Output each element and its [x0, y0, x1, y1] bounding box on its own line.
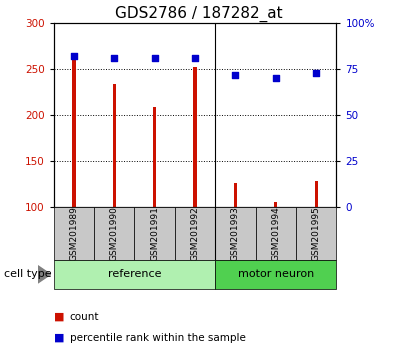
- Text: GSM201994: GSM201994: [271, 206, 280, 261]
- Bar: [193, 67, 197, 207]
- Bar: [314, 181, 318, 207]
- Bar: [234, 183, 237, 207]
- Text: cell type: cell type: [4, 269, 52, 279]
- Text: ■: ■: [54, 333, 64, 343]
- Bar: [153, 107, 156, 207]
- Text: motor neuron: motor neuron: [238, 269, 314, 279]
- Point: [192, 55, 198, 61]
- Text: count: count: [70, 312, 99, 322]
- Text: GDS2786 / 187282_at: GDS2786 / 187282_at: [115, 5, 283, 22]
- Point: [273, 75, 279, 81]
- Text: GSM201993: GSM201993: [231, 206, 240, 261]
- Text: GSM201991: GSM201991: [150, 206, 159, 261]
- Bar: [135, 207, 175, 260]
- Bar: [215, 260, 336, 289]
- Text: GSM201990: GSM201990: [110, 206, 119, 261]
- Bar: [296, 207, 336, 260]
- Text: percentile rank within the sample: percentile rank within the sample: [70, 333, 246, 343]
- Bar: [175, 207, 215, 260]
- Text: GSM201989: GSM201989: [69, 206, 78, 261]
- Point: [232, 72, 238, 78]
- Bar: [72, 59, 76, 207]
- Bar: [113, 84, 116, 207]
- Point: [152, 55, 158, 61]
- Bar: [54, 260, 215, 289]
- Point: [71, 53, 77, 59]
- Point: [111, 55, 117, 61]
- Point: [313, 70, 319, 75]
- Text: reference: reference: [108, 269, 161, 279]
- Text: GSM201992: GSM201992: [191, 206, 199, 261]
- Bar: [274, 201, 277, 207]
- Bar: [215, 207, 256, 260]
- Bar: [256, 207, 296, 260]
- Bar: [54, 207, 94, 260]
- Polygon shape: [38, 266, 51, 283]
- Text: ■: ■: [54, 312, 64, 322]
- Text: GSM201995: GSM201995: [312, 206, 321, 261]
- Bar: [94, 207, 135, 260]
